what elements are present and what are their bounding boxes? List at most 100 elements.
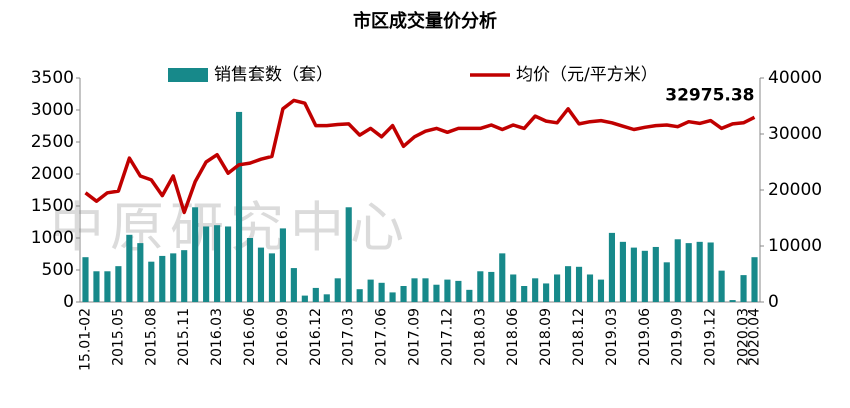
bar [608, 232, 616, 302]
x-tick-label: 2018.03 [472, 308, 488, 366]
bar [115, 266, 122, 302]
x-tick-label: 2017.03 [341, 308, 357, 366]
line [84, 98, 756, 215]
y2-tick-label: 30000 [768, 124, 822, 144]
bar [268, 253, 276, 302]
bar [246, 238, 254, 302]
bar [433, 284, 440, 302]
x-tick-label: 2017.12 [439, 308, 455, 366]
bar [630, 247, 637, 302]
bar [279, 228, 286, 302]
bar [685, 243, 692, 302]
x-tick-label: 2019.06 [637, 308, 653, 366]
x-tick-label: 2017.06 [374, 308, 390, 366]
x-tick-label: 2015.05 [110, 308, 126, 366]
bar [367, 279, 374, 302]
x-tick-label: 2015.08 [143, 308, 159, 366]
y-tick-label: 2500 [31, 132, 74, 152]
bar [696, 241, 703, 302]
y-tick-label: 1000 [31, 228, 74, 248]
bar [652, 246, 659, 302]
bar [477, 271, 484, 302]
bar [214, 225, 221, 302]
bar [224, 226, 232, 302]
bar [400, 286, 407, 302]
bar [510, 274, 517, 302]
y-tick-label: 500 [42, 260, 74, 280]
legend-label: 销售套数（套） [214, 65, 333, 85]
y-tick-label: 2000 [31, 164, 74, 184]
bar [586, 274, 594, 302]
x-tick-label: 2019.03 [604, 308, 620, 366]
bar [312, 287, 319, 302]
bar [718, 270, 725, 302]
bar [104, 271, 111, 302]
bar [203, 226, 210, 302]
x-tick-label: 2016.06 [242, 308, 258, 366]
bar [389, 292, 396, 302]
bar [148, 261, 155, 302]
bar [82, 257, 89, 302]
bar [93, 271, 100, 302]
bar [575, 266, 583, 302]
bar [619, 241, 626, 302]
chart-title: 市区成交量价分析 [353, 10, 497, 32]
x-tick-label: 2017.09 [407, 308, 423, 366]
x-tick-label: 2020.03 [736, 308, 752, 366]
x-tick-label: 2018.09 [538, 308, 554, 366]
bar [290, 268, 297, 302]
x-tick-label: 15.01-02 [77, 308, 93, 371]
bar [411, 278, 418, 302]
legend-label: 均价（元/平方米） [516, 65, 658, 85]
bar [137, 243, 144, 302]
bar [751, 257, 758, 302]
x-tick-label: 2016.03 [209, 308, 225, 366]
bar [488, 271, 495, 302]
bar [466, 289, 473, 302]
bar [181, 250, 188, 302]
bar [301, 295, 308, 302]
bar [235, 111, 243, 302]
y-tick-label: 3500 [31, 68, 74, 88]
bar [674, 239, 681, 302]
bar [663, 262, 670, 302]
y2-tick-label: 20000 [768, 180, 822, 200]
bar [740, 275, 747, 302]
x-tick-label: 2018.06 [505, 308, 521, 366]
bar [564, 266, 572, 302]
bar [422, 278, 429, 302]
bar [729, 300, 736, 302]
bar [334, 278, 341, 302]
x-tick-label: 2016.09 [275, 308, 291, 366]
bar [444, 279, 451, 302]
y2-tick-label: 40000 [768, 68, 822, 88]
bar [641, 250, 648, 302]
bar [499, 253, 506, 302]
bar [543, 283, 550, 302]
bar [521, 286, 528, 302]
bar [356, 289, 363, 302]
bar [126, 234, 133, 302]
legend-swatch [168, 68, 208, 82]
x-tick-label: 2016.12 [308, 308, 324, 366]
bar [378, 282, 385, 302]
bar [159, 255, 166, 302]
bar [597, 279, 605, 302]
bar [323, 294, 330, 302]
bar [257, 247, 265, 302]
x-tick-label: 2020.04 [747, 308, 763, 366]
y2-tick-label: 10000 [768, 236, 822, 256]
bar [345, 207, 352, 302]
bar [532, 278, 539, 302]
x-tick-label: 2019.12 [703, 308, 719, 366]
y-tick-label: 3000 [31, 100, 74, 120]
bar [455, 280, 462, 302]
x-tick-label: 2018.12 [571, 308, 587, 366]
value-label: 32975.38 [665, 85, 754, 105]
bar [170, 253, 177, 302]
bar [192, 207, 199, 302]
y2-tick-label: 0 [768, 292, 779, 312]
y-tick-label: 1500 [31, 196, 74, 216]
bar [554, 274, 561, 302]
